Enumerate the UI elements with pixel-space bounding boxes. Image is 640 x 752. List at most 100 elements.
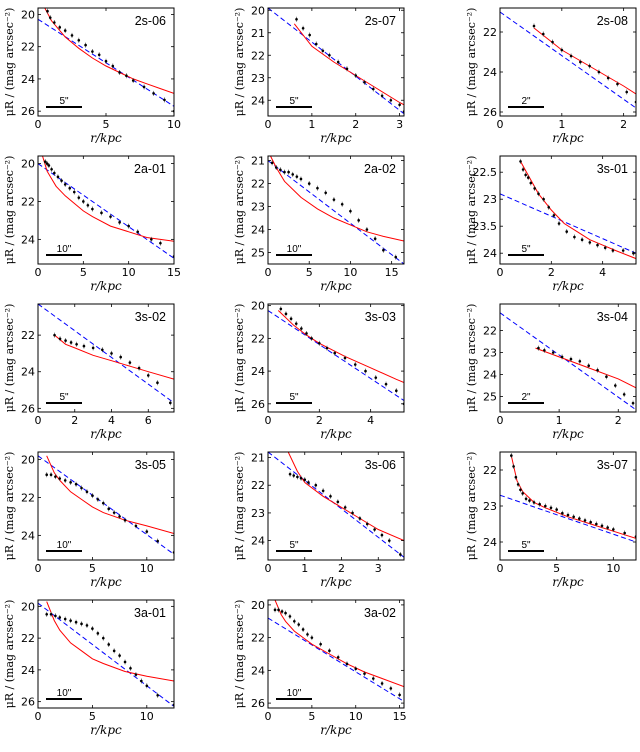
data-point (314, 482, 318, 488)
data-point (514, 474, 518, 480)
data-point (169, 400, 172, 406)
data-point (156, 692, 159, 698)
data-point (279, 167, 282, 173)
data-point (69, 479, 72, 485)
y-tick-label: 22 (483, 26, 497, 39)
data-point (389, 685, 393, 691)
x-tick-label: 0 (497, 266, 504, 279)
y-tick-label: 24 (251, 94, 265, 107)
data-point (54, 613, 57, 619)
data-point (384, 381, 388, 387)
data-point (343, 355, 347, 361)
model-curve (277, 310, 404, 383)
axes-frame (37, 599, 175, 709)
y-axis-label: μR / (mag arcsec⁻²) (3, 8, 16, 117)
data-point (101, 500, 105, 506)
data-point (365, 227, 369, 233)
data-point (324, 190, 327, 196)
y-tick-label: 23 (251, 72, 265, 85)
x-tick-label: 0 (497, 118, 504, 131)
y-tick-label: 26 (21, 105, 35, 118)
model-curve (287, 452, 404, 542)
data-point (371, 86, 375, 92)
data-point (69, 339, 73, 345)
plot-area (500, 453, 636, 543)
data-point (72, 189, 76, 195)
axes-frame (499, 303, 637, 413)
y-tick-label: 24 (483, 247, 497, 260)
data-point (140, 678, 143, 684)
data-point (53, 332, 56, 338)
data-point (363, 79, 366, 85)
axes-frame (267, 303, 405, 413)
data-point (56, 174, 60, 180)
x-tick-label: 5 (306, 266, 313, 279)
x-axis-label: r/kpc (90, 723, 122, 737)
data-point (82, 343, 86, 349)
data-point (318, 340, 321, 346)
y-axis-label: μR / (mag arcsec⁻²) (465, 452, 478, 561)
plot-area (268, 8, 404, 115)
data-point (307, 181, 311, 187)
fit-line (38, 602, 174, 707)
data-point (329, 493, 332, 499)
data-point (123, 659, 127, 665)
panel-label: 3s-06 (365, 458, 396, 472)
y-axis-label: μR / (mag arcsec⁻²) (233, 304, 246, 413)
data-point (549, 505, 553, 511)
data-point (270, 160, 274, 166)
axes-frame (267, 7, 405, 117)
scale-bar-label: 2" (521, 392, 531, 403)
data-point (336, 654, 340, 660)
data-point (551, 39, 554, 45)
chart-panel: 0 5 10 15 20 22 24 26 3a-02 10" r/kpc μR / (mag arc… (233, 599, 407, 737)
data-point (325, 345, 329, 351)
data-point (84, 42, 87, 48)
data-point (521, 167, 525, 172)
y-tick-label: 21 (251, 452, 265, 465)
data-point (354, 73, 358, 78)
data-point (156, 538, 159, 544)
data-point (118, 219, 121, 225)
x-axis-label: r/kpc (320, 279, 352, 293)
y-axis-label: μR / (mag arcsec⁻²) (3, 304, 16, 413)
fit-line (268, 160, 404, 264)
data-point (63, 616, 67, 622)
chart-panel: 0 5 10 15 21 22 23 24 25 2a-02 10" r/kpc μR / (mag a… (233, 155, 405, 293)
panel-label: 3s-03 (365, 310, 396, 324)
y-tick-label: 23.5 (473, 220, 498, 233)
data-point (69, 618, 72, 624)
chart-panel: 0 5 10 20 22 24 3s-05 10" r/kpc μR / (mag arcsec⁻… (3, 451, 175, 589)
data-point (321, 48, 325, 54)
x-axis-label: r/kpc (90, 575, 122, 589)
data-point (321, 488, 325, 494)
fit-line (500, 312, 636, 411)
y-tick-label: 24 (483, 536, 497, 549)
data-point (569, 53, 573, 59)
x-axis-label: r/kpc (552, 427, 584, 441)
data-point (77, 195, 81, 201)
data-point (85, 489, 89, 495)
model-curve (46, 455, 174, 534)
x-tick-label: 10 (349, 710, 363, 723)
data-point (46, 8, 49, 14)
data-point (118, 513, 121, 519)
data-point (80, 621, 83, 627)
fit-line (500, 494, 636, 543)
x-axis-label: r/kpc (90, 427, 122, 441)
y-tick-label: 22 (483, 324, 497, 337)
y-tick-label: 22.5 (473, 166, 498, 179)
data-point (91, 206, 94, 212)
data-point (373, 236, 377, 242)
x-tick-label: 5 (553, 562, 560, 575)
data-point (82, 198, 85, 204)
data-point (58, 614, 62, 620)
data-point (552, 212, 556, 218)
axes-frame (499, 7, 637, 117)
data-point (529, 180, 533, 186)
data-point (134, 672, 138, 678)
data-point (101, 347, 104, 353)
